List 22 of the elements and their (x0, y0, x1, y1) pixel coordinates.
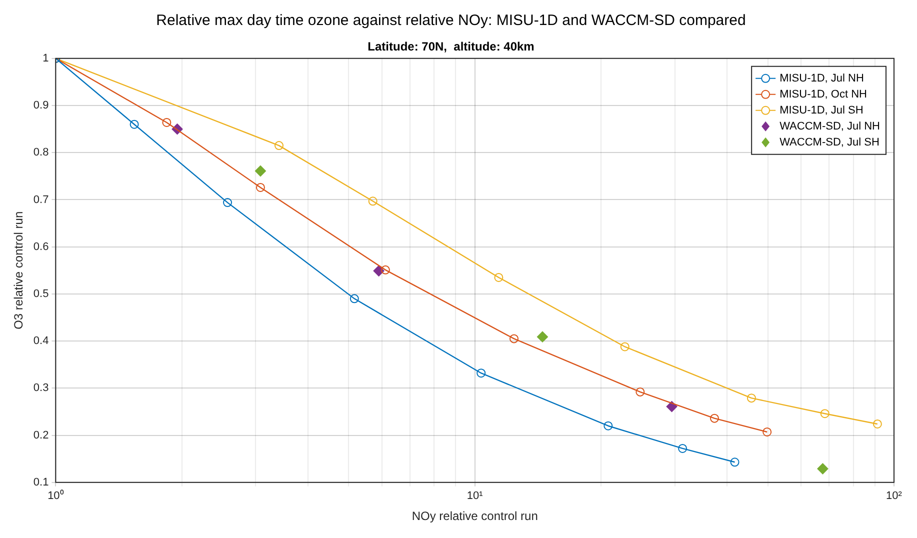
y-tick-label: 0.9 (33, 100, 49, 112)
chart-title: Relative max day time ozone against relative NOy: MISU-1D and WACCM-SD compared (156, 12, 746, 30)
x-tick-label: 10¹ (466, 490, 484, 502)
y-tick-label: 0.1 (33, 476, 49, 488)
legend-label: MISU-1D, Jul NH (780, 72, 864, 84)
legend-label: WACCM-SD, Jul SH (780, 136, 880, 148)
x-axis-title: NOy relative control run (412, 509, 538, 524)
y-tick-label: 0.2 (33, 429, 49, 442)
x-tick-label: 10⁰ (48, 489, 64, 502)
y-tick-label: 0.6 (33, 240, 49, 253)
x-tick-label: 10² (886, 490, 902, 502)
y-tick-label: 0.5 (33, 288, 49, 300)
y-tick-label: 0.8 (33, 146, 49, 159)
y-tick-label: 1 (42, 52, 49, 64)
legend-label: WACCM-SD, Jul NH (780, 120, 880, 132)
y-tick-label: 0.4 (33, 335, 49, 348)
y-axis-title: O3 relative control run (12, 211, 26, 330)
legend-label: MISU-1D, Oct NH (780, 88, 868, 100)
y-tick-label: 0.3 (33, 382, 49, 394)
legend-label: MISU-1D, Jul SH (780, 104, 864, 116)
chart-subtitle: Latitude: 70N, altitude: 40km (368, 40, 534, 54)
y-tick-label: 0.7 (33, 194, 49, 206)
